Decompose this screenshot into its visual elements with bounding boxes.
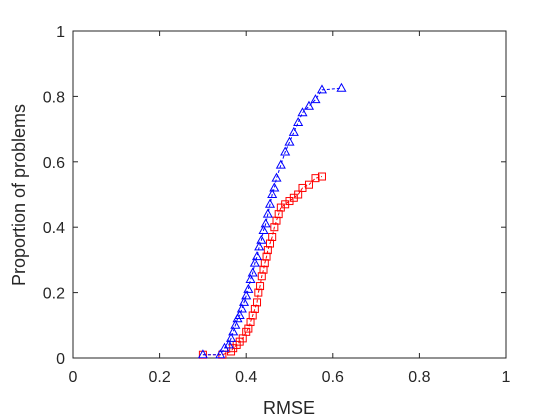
data-point <box>243 283 254 293</box>
x-tick-label: 0.6 <box>322 369 344 386</box>
data-point <box>253 298 262 307</box>
data-point <box>228 326 239 336</box>
data-point <box>225 332 237 342</box>
x-tick-label: 0.8 <box>408 369 430 386</box>
data-point <box>275 159 286 169</box>
y-tick-label: 0.4 <box>43 220 65 237</box>
data-point <box>256 234 267 244</box>
data-point <box>267 188 278 198</box>
data-point <box>297 107 308 117</box>
data-point <box>247 267 258 277</box>
data-point <box>249 257 260 267</box>
data-point <box>262 208 273 218</box>
data-point <box>268 233 277 242</box>
data-point <box>304 180 313 189</box>
data-point <box>294 190 303 199</box>
data-point <box>236 303 247 313</box>
data-point <box>269 182 280 192</box>
data-point <box>316 84 328 94</box>
y-tick-label: 1 <box>56 24 65 41</box>
data-point <box>303 100 315 110</box>
x-tick-label: 0 <box>69 369 78 386</box>
data-point <box>256 282 265 291</box>
y-tick-label: 0.6 <box>43 155 65 172</box>
data-point <box>223 339 234 349</box>
y-axis-label: Proportion of problems <box>9 104 29 286</box>
data-point <box>310 94 321 104</box>
x-axis-label: RMSE <box>263 398 315 418</box>
axes-box <box>72 30 507 359</box>
data-point <box>260 218 271 228</box>
y-axis: 0 0.2 0.4 0.6 0.8 1 <box>43 24 506 368</box>
data-point <box>238 296 250 306</box>
data-point <box>254 241 265 251</box>
data-point <box>241 290 252 300</box>
axes-frame <box>72 30 507 359</box>
series-triangle <box>197 82 347 359</box>
data-point <box>245 273 256 284</box>
data-point <box>284 136 295 146</box>
y-tick-label: 0.2 <box>43 286 65 303</box>
data-point <box>271 172 282 182</box>
x-tick-label: 1 <box>502 369 511 386</box>
data-point <box>336 82 347 92</box>
x-axis: 0 0.2 0.4 0.6 0.8 1 <box>69 31 511 386</box>
y-tick-label: 0.8 <box>43 89 65 106</box>
data-point <box>288 126 299 136</box>
data-point <box>251 251 263 261</box>
data-point <box>293 117 304 127</box>
plot-area <box>197 82 347 359</box>
data-point <box>280 146 291 156</box>
data-point <box>197 349 208 359</box>
data-point <box>234 309 245 319</box>
data-point <box>317 172 326 181</box>
data-point <box>230 319 241 329</box>
y-tick-label: 0 <box>56 351 65 368</box>
data-point <box>215 349 226 359</box>
x-tick-label: 0.2 <box>148 369 170 386</box>
series-square <box>198 172 326 359</box>
data-point <box>264 198 276 208</box>
data-point <box>311 174 320 183</box>
x-tick-label: 0.4 <box>235 369 257 386</box>
data-point <box>258 224 269 234</box>
